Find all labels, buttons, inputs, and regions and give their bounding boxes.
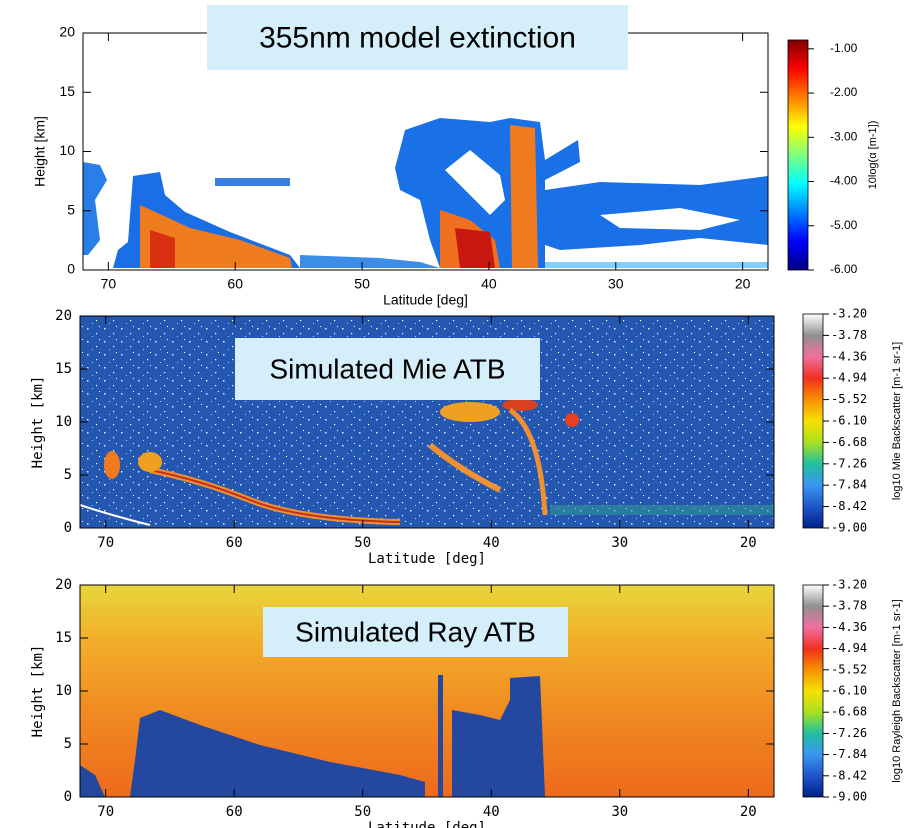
x-tick-label: 40 bbox=[481, 276, 497, 292]
x-tick-label: 70 bbox=[97, 535, 114, 551]
chart-title: 355nm model extinction bbox=[259, 21, 576, 54]
colorbar-tick-label: -2.00 bbox=[830, 85, 858, 99]
x-tick-label: 70 bbox=[97, 804, 114, 820]
x-axis-label: Latitude [deg] bbox=[368, 820, 486, 828]
x-tick-label: 20 bbox=[740, 804, 757, 820]
colorbar-tick-label: -6.00 bbox=[830, 262, 858, 276]
colorbar-tick-label: -8.42 bbox=[831, 499, 867, 513]
colorbar-tick-label: -5.52 bbox=[831, 662, 867, 676]
x-tick-label: 30 bbox=[611, 535, 628, 551]
y-tick-label: 10 bbox=[55, 414, 72, 430]
colorbar-label: 10log(α [m-1]) bbox=[867, 121, 879, 190]
colorbar-tick-label: -6.68 bbox=[831, 435, 867, 449]
x-tick-label: 20 bbox=[735, 276, 751, 292]
y-tick-label: 20 bbox=[55, 308, 72, 324]
x-tick-label: 60 bbox=[226, 804, 243, 820]
colorbar-tick-label: -4.00 bbox=[830, 174, 858, 188]
y-tick-label: 5 bbox=[64, 467, 72, 483]
colorbar-tick-label: -3.00 bbox=[830, 129, 858, 143]
x-tick-label: 40 bbox=[483, 535, 500, 551]
x-axis-label: Latitude [deg] bbox=[383, 292, 468, 308]
colorbar bbox=[803, 314, 823, 528]
colorbar-tick-label: -3.78 bbox=[831, 599, 867, 613]
y-tick-label: 5 bbox=[64, 736, 72, 752]
y-tick-label: 10 bbox=[59, 142, 75, 158]
colorbar-tick-label: -6.10 bbox=[831, 414, 867, 428]
x-tick-label: 30 bbox=[611, 804, 628, 820]
x-tick-label: 70 bbox=[101, 276, 117, 292]
x-tick-label: 60 bbox=[227, 276, 243, 292]
colorbar bbox=[788, 40, 808, 270]
figure: 70605040302005101520Latitude [deg]Height… bbox=[0, 0, 907, 828]
colorbar-tick-label: -6.10 bbox=[831, 684, 867, 698]
colorbar-tick-label: -8.42 bbox=[831, 768, 867, 782]
colorbar-tick-label: -4.36 bbox=[831, 349, 867, 363]
colorbar-tick-label: -3.20 bbox=[831, 307, 867, 321]
colorbar-tick-label: -4.94 bbox=[831, 641, 867, 655]
chart-title: Simulated Ray ATB bbox=[295, 616, 536, 647]
x-tick-label: 30 bbox=[608, 276, 624, 292]
colorbar-tick-label: -9.00 bbox=[831, 790, 867, 804]
colorbar-tick-label: -5.52 bbox=[831, 392, 867, 406]
y-tick-label: 20 bbox=[59, 24, 75, 40]
chart-title: Simulated Mie ATB bbox=[269, 353, 505, 384]
x-tick-label: 50 bbox=[354, 804, 371, 820]
colorbar bbox=[803, 585, 823, 797]
x-tick-label: 50 bbox=[354, 535, 371, 551]
x-tick-label: 20 bbox=[740, 535, 757, 551]
colorbar-tick-label: -9.00 bbox=[831, 521, 867, 535]
colorbar-tick-label: -6.68 bbox=[831, 705, 867, 719]
colorbar-label: log10 Rayleigh Backscatter [m-1 sr-1] bbox=[891, 599, 903, 782]
colorbar-label: log10 Mie Backscatter [m-1 sr-1] bbox=[891, 342, 903, 500]
y-tick-label: 20 bbox=[55, 577, 72, 593]
colorbar-tick-label: -3.20 bbox=[831, 578, 867, 592]
colorbar-tick-label: -7.84 bbox=[831, 747, 867, 761]
colorbar-tick-label: -7.26 bbox=[831, 456, 867, 470]
y-tick-label: 5 bbox=[67, 201, 75, 217]
colorbar-tick-label: -7.26 bbox=[831, 726, 867, 740]
colorbar-tick-label: -1.00 bbox=[830, 41, 858, 55]
curtain-1 bbox=[83, 118, 768, 268]
y-axis-label: Height [km] bbox=[30, 645, 46, 738]
x-axis-label: Latitude [deg] bbox=[368, 551, 486, 567]
y-tick-label: 0 bbox=[64, 789, 72, 805]
y-tick-label: 15 bbox=[55, 361, 72, 377]
x-tick-label: 60 bbox=[226, 535, 243, 551]
y-axis-label: Height [km] bbox=[30, 376, 46, 469]
y-tick-label: 15 bbox=[59, 83, 75, 99]
y-axis-label: Height [km] bbox=[32, 116, 48, 187]
colorbar-tick-label: -7.84 bbox=[831, 478, 867, 492]
colorbar-tick-label: -4.36 bbox=[831, 620, 867, 634]
colorbar-tick-label: -3.78 bbox=[831, 328, 867, 342]
x-tick-label: 50 bbox=[354, 276, 370, 292]
x-tick-label: 40 bbox=[483, 804, 500, 820]
y-tick-label: 0 bbox=[64, 520, 72, 536]
y-tick-label: 0 bbox=[67, 261, 75, 277]
y-tick-label: 10 bbox=[55, 683, 72, 699]
colorbar-tick-label: -4.94 bbox=[831, 371, 867, 385]
colorbar-tick-label: -5.00 bbox=[830, 218, 858, 232]
y-tick-label: 15 bbox=[55, 630, 72, 646]
